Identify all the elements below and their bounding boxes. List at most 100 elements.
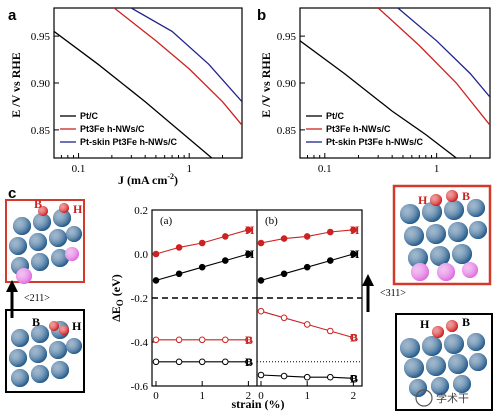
x-tick-label: 1 [199,390,205,402]
y-tick-label: 0.2 [134,205,148,217]
y-tick-label: 0.90 [31,78,51,90]
site-label: B [462,315,470,329]
y-tick-label: 0.95 [31,31,51,43]
watermark-text: 学术干 [436,391,469,405]
y-tick-label: -0.6 [131,381,149,393]
pt-atom-shade [431,377,449,395]
pt-atom-shade [29,233,47,251]
x-tick-label: 0 [153,390,159,402]
pt-atom-shade [469,221,487,239]
panel-label-b: b [257,7,266,24]
pt-atom-shade [49,341,67,359]
pt-atom-shade [31,253,49,271]
series-end-label: H [350,223,360,237]
facet-211-bottom-frame [5,309,85,393]
data-point [350,375,357,382]
oxygen-atom-shade [446,320,458,332]
data-point [221,358,229,366]
data-point [175,270,183,278]
data-point [152,336,160,344]
fe-atom-shade [411,263,429,281]
pt-atom-shade [448,222,468,242]
y-tick-label: 0.95 [277,31,297,43]
pt-atom-shade [426,224,446,244]
oxygen-atom-shade [49,321,59,331]
oxygen-atom-shade [38,206,48,216]
watermark-icon [415,389,433,407]
pt-atom-shade [444,200,464,220]
pt-atom-shade [444,334,464,354]
data-point [280,372,288,380]
pt-atom-shade [11,329,29,347]
series-line [377,8,490,126]
data-point [198,336,206,344]
series-end-label: H [350,247,360,261]
data-point [152,250,160,258]
data-point [326,228,334,236]
pt-atom-shade [400,338,420,358]
facet-label-311: <311> [380,288,406,299]
facet-label-211: <211> [24,293,50,304]
site-label: B [32,315,40,329]
pt-atom-shade [9,349,27,367]
facet-211-structure-frame [5,199,85,283]
series-line [130,8,242,103]
data-point [280,314,288,322]
y-tick-label: 0.0 [134,249,148,261]
fe-atom-shade [462,262,478,278]
data-point [257,277,265,284]
pt-atom-shade [469,353,487,371]
data-point [350,334,357,341]
x-tick-label: 1 [186,163,192,175]
data-point [257,307,265,315]
facet-311-bottom-frame [395,313,493,411]
x-tick-label: 1 [434,163,440,175]
pt-atom-shade [9,237,27,255]
data-point [175,244,183,251]
y-tick-label: 0.85 [277,125,297,137]
y-tick-label: 0.85 [31,125,51,137]
legend-entry: Pt/C [80,111,99,121]
series-line [54,30,213,158]
plot-b-frame [299,7,491,159]
fe-atom-shade [16,268,32,284]
y-tick-label: -0.4 [131,337,149,349]
fe-atom-shade [437,263,455,281]
site-label: H [72,319,82,333]
pt-atom-shade [49,229,67,247]
y-tick-label: 0.90 [277,78,297,90]
legend-entry: Pt3Fe h-NWs/C [80,124,145,134]
legend-entry: Pt/C [326,111,345,121]
pt-atom-shade [467,333,485,351]
x-tick-label: 2 [351,390,357,402]
series-end-label: B [245,355,253,369]
pt-atom-shade [453,375,471,393]
site-label: H [420,317,430,331]
data-point [175,336,183,344]
data-point [245,250,252,258]
data-point [257,239,265,247]
pt-atom-shade [11,369,29,387]
pt-atom-shade [422,202,442,222]
series-end-label: B [350,331,358,345]
data-point [221,336,229,344]
pt-atom-shade [448,354,468,374]
data-point [198,263,206,271]
data-point [303,233,311,240]
series-line [113,8,242,126]
pt-atom-shade [51,249,69,267]
pt-atom-shade [404,358,424,378]
data-point [221,257,229,264]
y-tick-label: -0.2 [131,293,148,305]
oxygen-atom-shade [59,325,69,335]
data-point [350,226,357,234]
pt-atom-shade [66,338,82,354]
data-point [257,371,265,379]
pt-atom-shade [400,204,420,224]
data-point [152,358,160,366]
arrow-right-head [362,274,374,286]
